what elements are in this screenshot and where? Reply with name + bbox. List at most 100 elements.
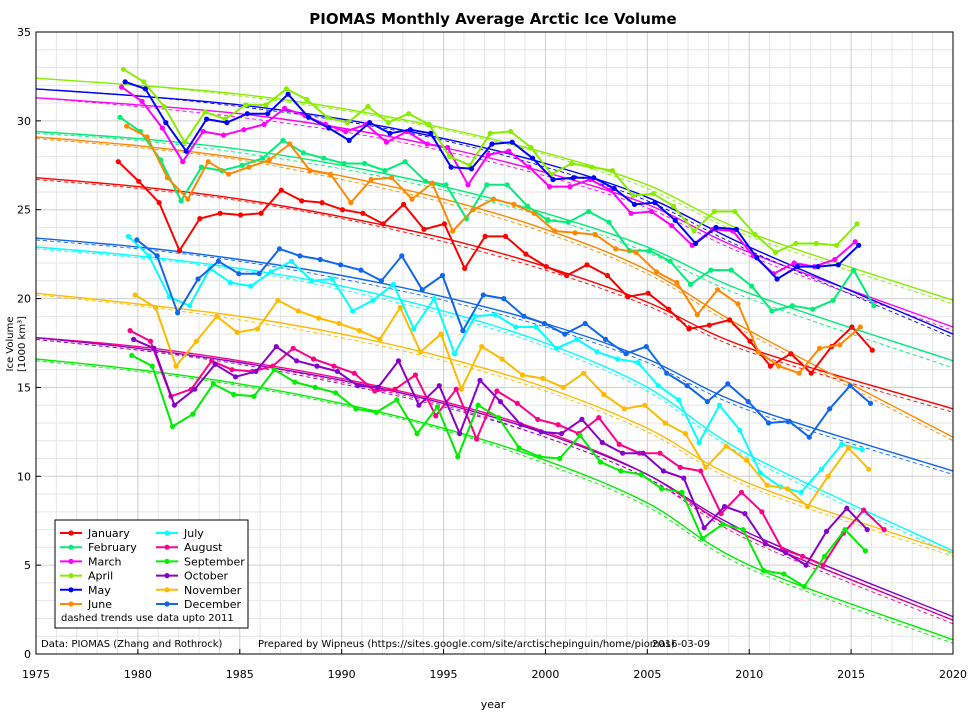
- data-point-may: [835, 262, 841, 268]
- data-point-december: [276, 246, 283, 252]
- trend-april: [35, 77, 954, 301]
- data-point-december: [745, 399, 751, 405]
- data-point-april: [487, 130, 493, 136]
- data-point-may: [550, 176, 556, 183]
- data-point-february: [361, 160, 368, 167]
- data-point-april: [834, 242, 840, 248]
- x-tick-label: 1985: [226, 668, 254, 681]
- data-point-august: [861, 507, 867, 513]
- data-point-january: [584, 262, 590, 268]
- data-point-july: [818, 466, 825, 472]
- data-point-august: [759, 509, 765, 515]
- data-point-november: [784, 486, 790, 492]
- data-point-december: [317, 256, 323, 263]
- data-point-february: [321, 155, 327, 161]
- data-point-february: [789, 303, 796, 309]
- data-point-april: [304, 96, 310, 103]
- data-point-may: [672, 217, 678, 223]
- data-point-december: [399, 253, 405, 259]
- data-point-december: [582, 320, 588, 327]
- data-point-july: [350, 308, 356, 314]
- data-point-august: [657, 450, 663, 456]
- data-point-september: [169, 423, 176, 430]
- data-point-october: [701, 525, 707, 531]
- data-point-december: [725, 381, 731, 387]
- x-tick-label: 2015: [837, 668, 865, 681]
- data-point-october: [375, 384, 381, 390]
- legend-marker: [164, 544, 170, 550]
- data-point-june: [837, 342, 843, 348]
- data-point-november: [499, 356, 505, 362]
- data-point-august: [209, 358, 215, 364]
- y-tick-label: 25: [17, 204, 31, 217]
- data-point-june: [389, 175, 395, 181]
- data-point-december: [195, 276, 201, 282]
- data-point-may: [509, 139, 515, 145]
- data-point-july: [329, 276, 335, 282]
- legend-label-november: November: [184, 584, 242, 597]
- trend-2011-august: [35, 338, 954, 625]
- data-point-september: [455, 454, 461, 460]
- data-point-february: [565, 219, 571, 225]
- data-point-july: [411, 326, 417, 332]
- data-point-february: [239, 162, 245, 168]
- data-point-december: [847, 383, 853, 389]
- data-point-october: [660, 468, 667, 474]
- data-point-november: [458, 386, 464, 392]
- data-point-august: [331, 363, 337, 369]
- data-point-january: [136, 178, 142, 184]
- data-point-february: [402, 159, 408, 165]
- data-point-february: [708, 267, 714, 273]
- data-point-april: [161, 104, 167, 110]
- data-point-october: [538, 429, 544, 435]
- data-point-june: [450, 228, 456, 234]
- legend-marker: [68, 573, 74, 579]
- data-point-august: [229, 367, 235, 373]
- data-point-january: [604, 272, 611, 279]
- y-tick-label: 0: [24, 648, 31, 661]
- data-point-december: [338, 262, 344, 268]
- data-point-september: [760, 567, 767, 574]
- data-point-july: [472, 313, 478, 319]
- data-point-september: [434, 404, 440, 410]
- data-point-april: [691, 228, 697, 234]
- data-point-june: [776, 363, 782, 369]
- legend-marker: [164, 530, 170, 536]
- data-point-november: [132, 292, 138, 298]
- data-point-april: [650, 191, 656, 197]
- data-point-march: [282, 105, 288, 111]
- legend-label-april: April: [88, 570, 113, 583]
- data-point-september: [842, 527, 848, 533]
- data-point-february: [382, 168, 388, 174]
- legend-label-december: December: [184, 598, 242, 611]
- data-point-october: [273, 344, 279, 350]
- data-series: [115, 66, 887, 590]
- data-point-october: [355, 383, 361, 389]
- data-point-september: [781, 571, 787, 577]
- data-point-september: [373, 409, 379, 415]
- data-point-january: [645, 290, 651, 296]
- data-point-february: [198, 164, 205, 170]
- data-point-june: [592, 232, 599, 238]
- data-point-july: [390, 281, 396, 287]
- data-point-january: [238, 212, 244, 218]
- data-point-august: [616, 441, 622, 447]
- data-point-september: [618, 468, 624, 474]
- x-tick-label: 1975: [22, 668, 50, 681]
- data-point-july: [737, 427, 743, 433]
- data-point-november: [295, 308, 301, 314]
- data-point-august: [677, 464, 683, 470]
- data-point-april: [772, 249, 779, 255]
- data-point-june: [409, 196, 415, 202]
- data-point-april: [283, 86, 289, 92]
- data-point-october: [416, 402, 422, 408]
- data-point-october: [477, 377, 483, 383]
- data-point-may: [265, 111, 271, 117]
- data-point-december: [623, 351, 629, 357]
- data-point-july: [431, 296, 437, 302]
- x-axis-label: year: [481, 698, 506, 711]
- series-line-february: [119, 116, 875, 312]
- data-point-february: [443, 182, 449, 188]
- data-point-july: [227, 280, 233, 286]
- data-point-may: [142, 86, 148, 92]
